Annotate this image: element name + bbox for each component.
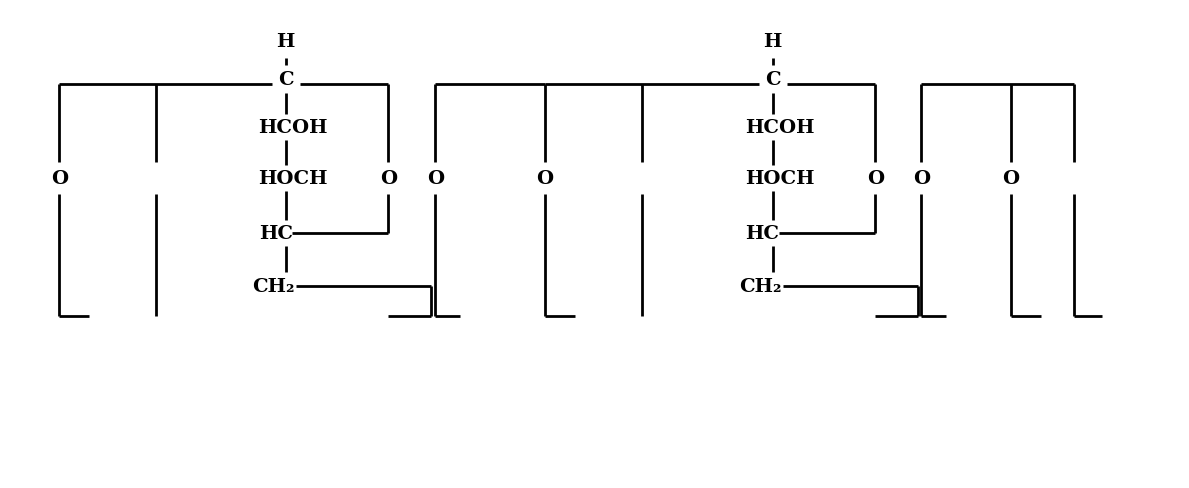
Text: C: C — [278, 71, 294, 89]
Text: HOCH: HOCH — [744, 170, 814, 188]
Text: CH₂: CH₂ — [740, 277, 782, 295]
Text: O: O — [536, 170, 554, 188]
Text: O: O — [1002, 170, 1020, 188]
Text: HCOH: HCOH — [258, 119, 327, 136]
Text: O: O — [427, 170, 443, 188]
Text: HC: HC — [259, 224, 292, 243]
Text: HOCH: HOCH — [258, 170, 327, 188]
Text: C: C — [765, 71, 780, 89]
Text: HCOH: HCOH — [744, 119, 814, 136]
Text: O: O — [867, 170, 883, 188]
Text: O: O — [51, 170, 68, 188]
Text: O: O — [913, 170, 930, 188]
Text: CH₂: CH₂ — [252, 277, 295, 295]
Text: H: H — [277, 33, 295, 51]
Text: HC: HC — [746, 224, 780, 243]
Text: H: H — [763, 33, 782, 51]
Text: O: O — [380, 170, 397, 188]
